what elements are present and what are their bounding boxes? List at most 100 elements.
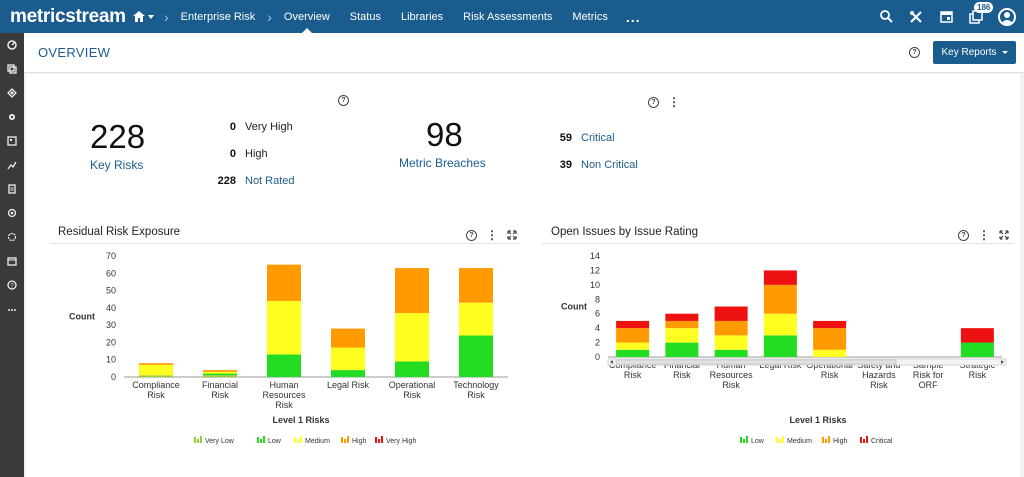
y-tick-label: 12 bbox=[590, 265, 600, 275]
legend-swatch bbox=[779, 439, 781, 443]
calendar-icon[interactable] bbox=[938, 9, 954, 25]
document-icon[interactable] bbox=[0, 177, 24, 201]
bar-segment bbox=[459, 302, 493, 336]
legend-item: High bbox=[341, 436, 367, 445]
tools-icon[interactable] bbox=[908, 9, 924, 25]
legend-swatch bbox=[194, 437, 196, 443]
legend-swatch bbox=[341, 437, 343, 443]
home-menu[interactable] bbox=[125, 11, 162, 22]
notifications-icon[interactable]: 186 bbox=[968, 1, 994, 25]
nav-overview[interactable]: Overview bbox=[274, 0, 340, 33]
legend-label: High bbox=[833, 438, 848, 445]
y-tick-label: 30 bbox=[106, 320, 116, 330]
breadcrumb-nav: › Enterprise Risk › Overview Status Libr… bbox=[125, 0, 649, 33]
settings-icon[interactable] bbox=[0, 105, 24, 129]
search-icon[interactable] bbox=[878, 9, 894, 25]
nav-risk-assessments[interactable]: Risk Assessments bbox=[463, 10, 553, 23]
key-risks-count[interactable]: 228 bbox=[90, 118, 146, 155]
legend-swatch bbox=[381, 436, 383, 443]
dashboard-icon[interactable] bbox=[0, 33, 24, 57]
notification-badge: 186 bbox=[974, 1, 994, 13]
scroll-right-icon bbox=[1001, 360, 1004, 364]
y-axis-label: Count bbox=[69, 312, 95, 322]
nav-status[interactable]: Status bbox=[349, 10, 381, 23]
network-icon[interactable] bbox=[0, 81, 24, 105]
help-icon[interactable]: ? bbox=[958, 229, 969, 241]
risk-icon[interactable] bbox=[0, 201, 24, 225]
legend-item: Very High bbox=[375, 436, 416, 445]
nav-metrics[interactable]: Metrics bbox=[572, 10, 608, 23]
metric-breaches-label[interactable]: Metric Breaches bbox=[399, 156, 486, 170]
bar-segment bbox=[665, 328, 699, 343]
help-icon[interactable]: ? bbox=[0, 273, 24, 297]
bar-segment bbox=[714, 306, 748, 321]
y-tick-label: 2 bbox=[595, 338, 600, 348]
risk-count-high: 0 High bbox=[216, 148, 268, 160]
non-critical-link[interactable]: Non Critical bbox=[581, 159, 638, 171]
scrollbar-thumb bbox=[615, 359, 897, 365]
nav-libraries[interactable]: Libraries bbox=[400, 10, 444, 23]
more-options-icon[interactable]: ⋮ bbox=[978, 228, 990, 242]
refresh-icon[interactable] bbox=[0, 225, 24, 249]
nav-enterprise-risk[interactable]: Enterprise Risk bbox=[180, 10, 256, 23]
key-reports-button[interactable]: Key Reports bbox=[933, 41, 1016, 64]
more-icon[interactable] bbox=[0, 297, 24, 321]
y-tick-label: 20 bbox=[106, 337, 116, 347]
bar-segment bbox=[139, 375, 173, 377]
bar-segment bbox=[267, 300, 301, 355]
bar-segment bbox=[203, 375, 237, 377]
bar-segment bbox=[714, 335, 748, 350]
bar-segment bbox=[139, 364, 173, 376]
legend-label: Low bbox=[268, 438, 282, 445]
user-avatar-icon[interactable] bbox=[998, 7, 1016, 26]
not-rated-link[interactable]: Not Rated bbox=[245, 175, 295, 187]
bar-segment bbox=[616, 349, 650, 357]
chart-icon[interactable] bbox=[0, 153, 24, 177]
legend-swatch bbox=[822, 437, 824, 443]
critical-link[interactable]: Critical bbox=[581, 132, 615, 144]
bar-segment bbox=[616, 328, 650, 343]
legend-swatch bbox=[863, 439, 865, 443]
scroll-left-icon bbox=[610, 360, 613, 364]
legend-label: Critical bbox=[871, 438, 893, 445]
nav-more-button[interactable]: ... bbox=[625, 8, 641, 25]
help-icon[interactable]: ? bbox=[466, 229, 477, 241]
expand-icon[interactable] bbox=[999, 230, 1009, 240]
help-icon[interactable]: ? bbox=[648, 96, 659, 108]
expand-icon[interactable] bbox=[507, 230, 517, 240]
more-options-icon[interactable]: ⋮ bbox=[668, 95, 680, 109]
legend-swatch bbox=[746, 436, 748, 443]
x-axis-label: Level 1 Risks bbox=[272, 415, 329, 425]
help-icon[interactable]: ? bbox=[338, 95, 349, 106]
metric-breaches-count[interactable]: 98 bbox=[426, 116, 463, 153]
breach-count-non-critical: 39 Non Critical bbox=[552, 159, 638, 171]
x-tick-label: Technology Risk bbox=[453, 380, 499, 400]
key-risks-label[interactable]: Key Risks bbox=[90, 158, 144, 172]
page-header: OVERVIEW ? Key Reports bbox=[24, 33, 1024, 73]
bar-segment bbox=[763, 335, 797, 357]
y-tick-label: 8 bbox=[595, 294, 600, 304]
count-label: High bbox=[245, 148, 268, 160]
legend-label: High bbox=[352, 438, 367, 445]
y-tick-label: 60 bbox=[106, 268, 116, 278]
panel-divider bbox=[542, 243, 1014, 244]
library-icon[interactable] bbox=[0, 57, 24, 81]
legend-swatch bbox=[297, 439, 299, 443]
more-options-icon[interactable]: ⋮ bbox=[486, 228, 498, 242]
bar-segment bbox=[395, 268, 429, 314]
report-icon[interactable] bbox=[0, 129, 24, 153]
count-label: Very High bbox=[245, 121, 293, 133]
legend-swatch bbox=[197, 439, 199, 443]
bar-segment bbox=[813, 320, 847, 329]
count-value: 0 bbox=[229, 148, 236, 160]
legend-swatch bbox=[263, 436, 265, 443]
app-logo[interactable]: metricstream bbox=[10, 5, 126, 27]
legend-swatch bbox=[378, 439, 380, 443]
legend-label: Medium bbox=[787, 438, 812, 445]
legend-label: Medium bbox=[305, 438, 330, 445]
folder-icon[interactable] bbox=[0, 249, 24, 273]
help-icon[interactable]: ? bbox=[909, 47, 920, 58]
legend-item: Low bbox=[257, 436, 282, 445]
